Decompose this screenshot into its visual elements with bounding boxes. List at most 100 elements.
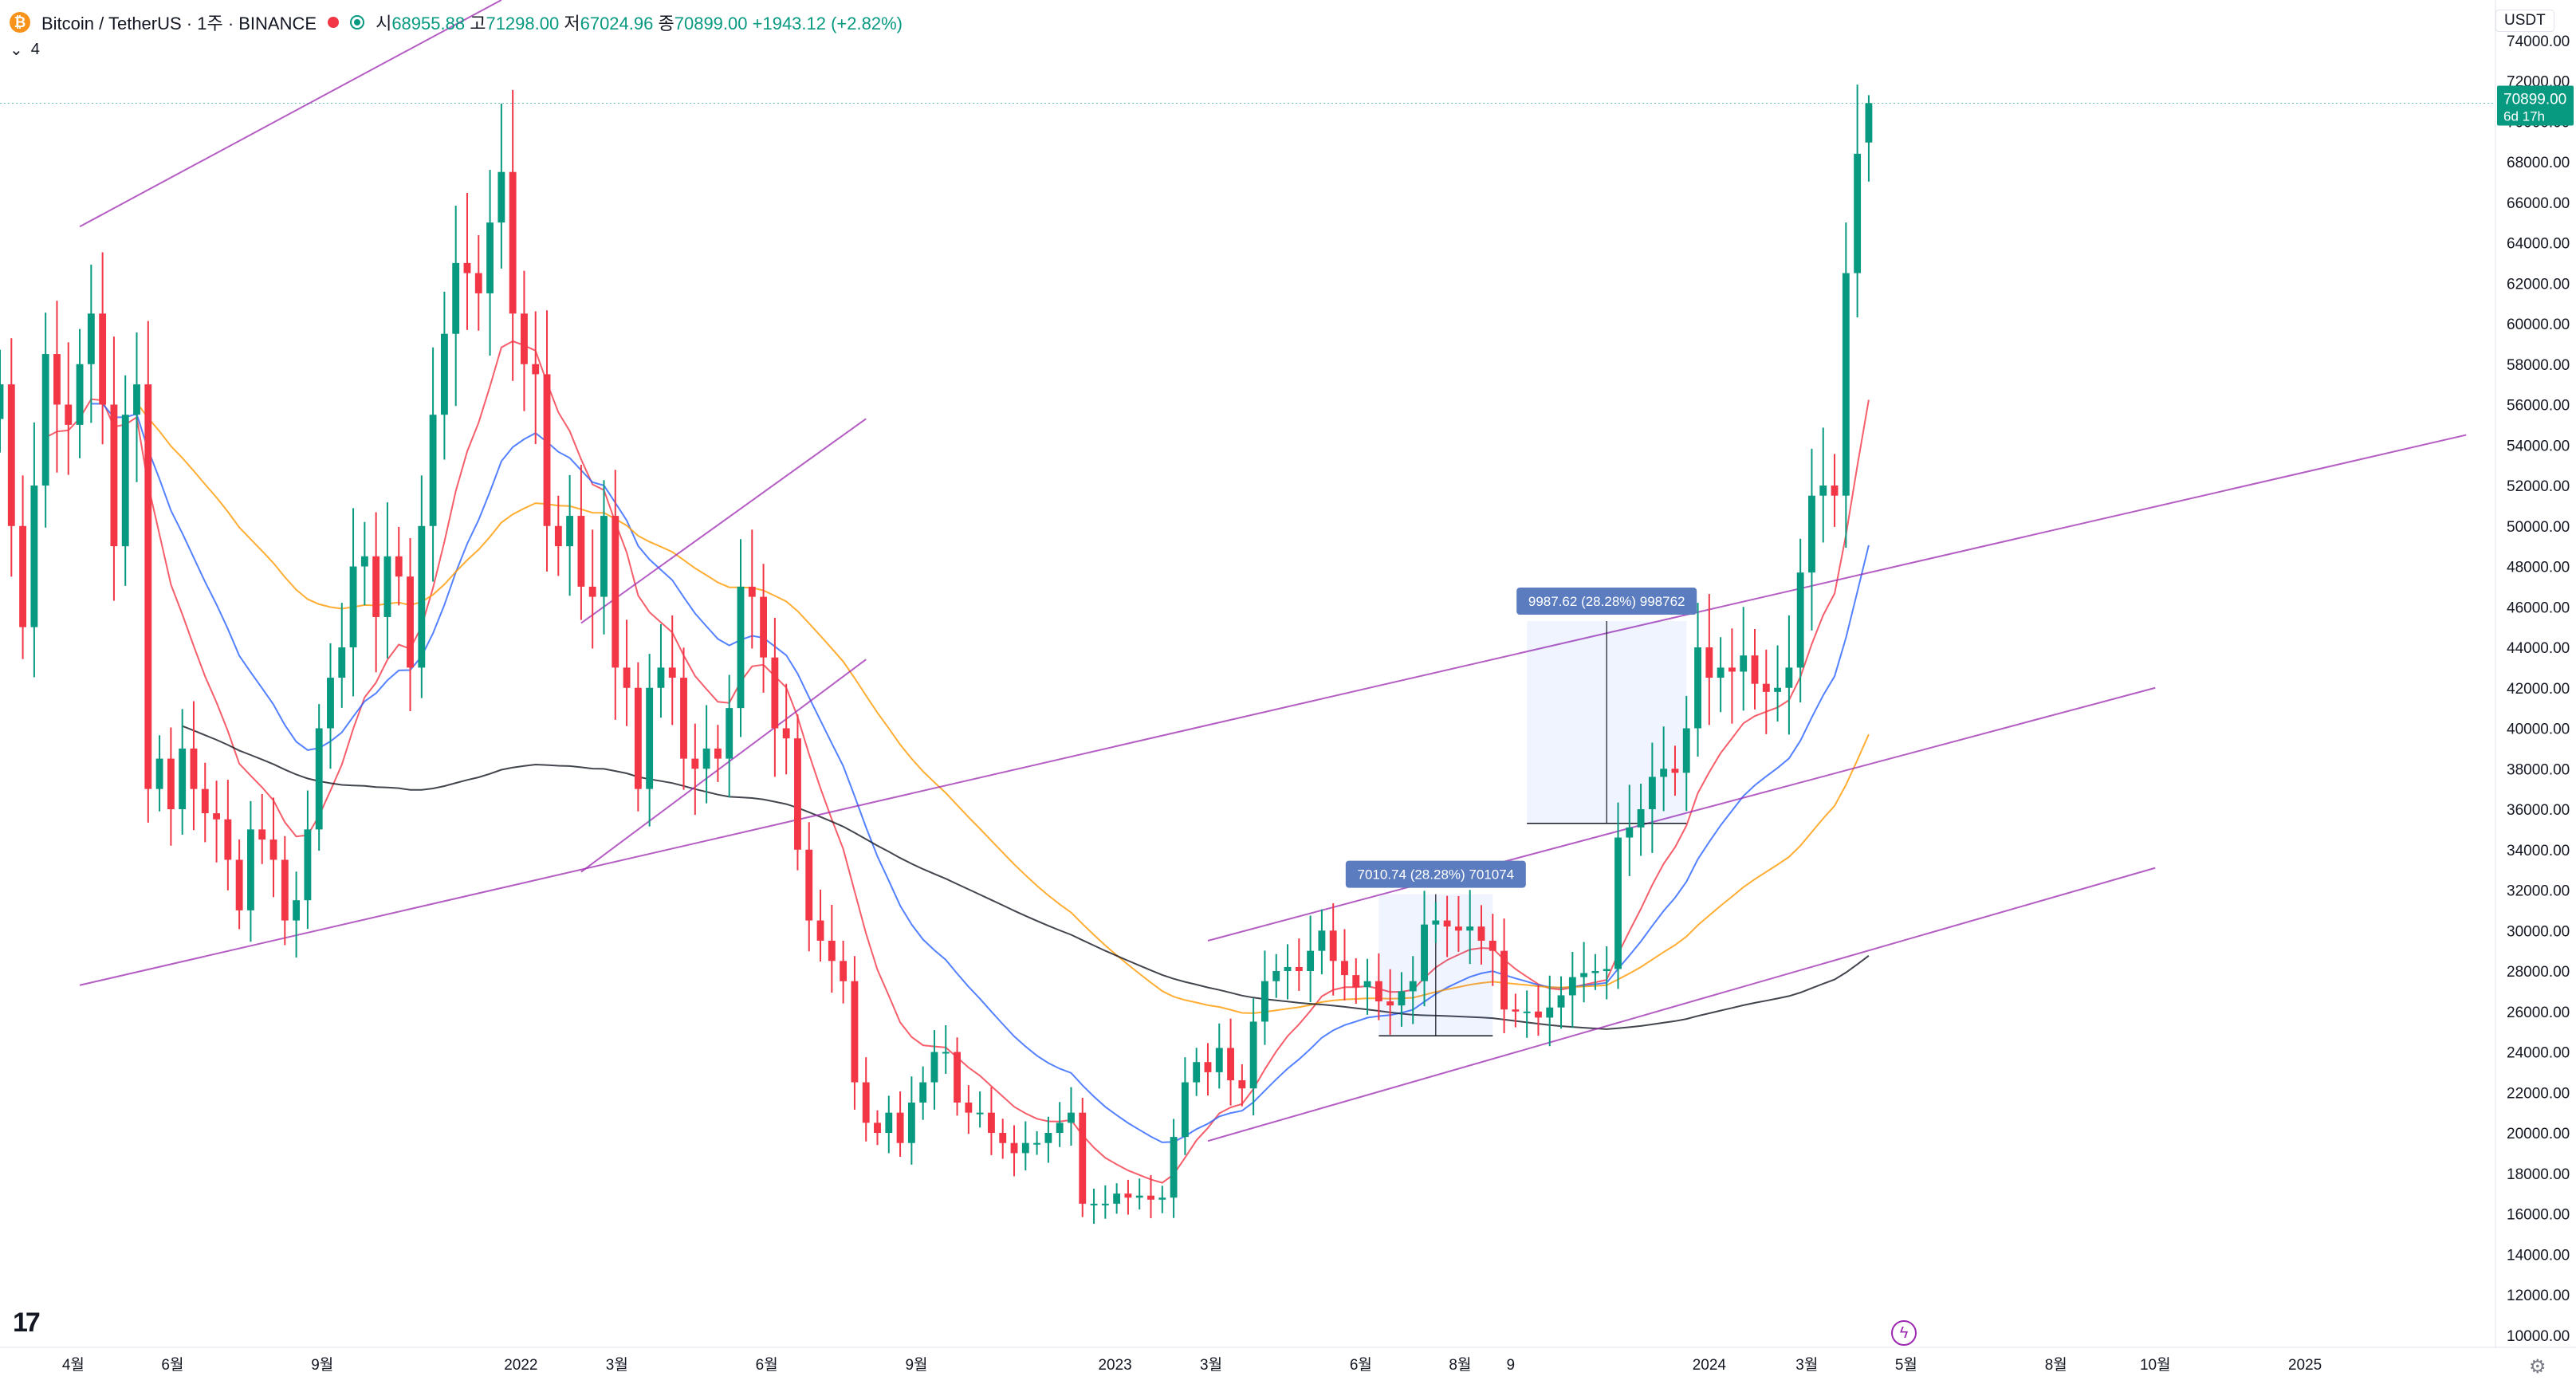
candle-body [816, 920, 824, 941]
symbol-title[interactable]: Bitcoin / TetherUS · 1주 · BINANCE [41, 14, 317, 33]
candle-body [588, 586, 596, 597]
candle-body [919, 1082, 927, 1103]
low-label: 저 [564, 14, 580, 33]
candle-body [1068, 1112, 1075, 1123]
candle-body [1443, 920, 1451, 927]
market-status-icon[interactable] [328, 17, 340, 28]
change-value: +1943.12 (+2.82%) [752, 14, 903, 33]
candle-body [954, 1052, 961, 1103]
candle-body [167, 758, 175, 810]
y-tick-label: 26000.00 [2507, 1005, 2570, 1021]
candle-body [623, 667, 631, 688]
candle-body [349, 566, 357, 648]
candle-body [463, 262, 471, 273]
candle-body [1831, 486, 1839, 496]
x-tick-label: 8월 [1449, 1356, 1471, 1374]
candle-body [612, 516, 619, 668]
candle-body [1409, 981, 1417, 992]
candle-body [1249, 1021, 1257, 1089]
candle-body [418, 525, 426, 668]
candle-body [1865, 103, 1873, 143]
candle-body [395, 556, 403, 577]
open-value: 68955.88 [391, 14, 466, 33]
candle-body [1523, 1011, 1531, 1013]
candle-body [1432, 920, 1440, 925]
candle-body [737, 586, 745, 709]
candle-body [566, 516, 574, 547]
candle-body [987, 1112, 995, 1134]
candle-body [1717, 667, 1725, 678]
y-tick-label: 58000.00 [2507, 357, 2570, 374]
high-label: 고 [470, 14, 486, 33]
candle-body [999, 1133, 1007, 1143]
x-tick-label: 3월 [606, 1356, 628, 1374]
candle-body [179, 748, 187, 810]
x-tick-label: 5월 [1895, 1356, 1917, 1374]
trendline [1207, 867, 2156, 1142]
indicators-toggle[interactable]: ⌄ 4 [10, 40, 40, 60]
candle-body [1193, 1062, 1201, 1083]
candle-body [1489, 940, 1496, 951]
high-value: 71298.00 [486, 14, 560, 33]
candle-body [1021, 1142, 1029, 1154]
y-tick-label: 36000.00 [2507, 802, 2570, 819]
candle-body [258, 829, 266, 840]
price-axis-panel [2495, 0, 2576, 1388]
candle-body [65, 404, 73, 425]
candle-body [1204, 1062, 1212, 1072]
y-tick-label: 46000.00 [2507, 600, 2570, 616]
candle-body [1796, 572, 1804, 668]
candle-body [1785, 667, 1793, 688]
candle-body [1637, 809, 1645, 828]
candle-body [1090, 1203, 1098, 1205]
candle-body [1056, 1123, 1064, 1134]
candle-body [554, 525, 562, 547]
tradingview-logo-icon[interactable]: 17 [13, 1307, 41, 1338]
candle-body [840, 961, 848, 981]
candle-body [1307, 950, 1315, 972]
last-price-label: 70899.00 [2503, 91, 2566, 108]
open-label: 시 [376, 14, 392, 33]
y-tick-label: 20000.00 [2507, 1126, 2570, 1142]
bitcoin-icon: ₿ [10, 12, 30, 33]
candle-body [1477, 926, 1485, 941]
candle-body [748, 586, 756, 597]
candle-body [1614, 837, 1622, 969]
y-tick-label: 22000.00 [2507, 1085, 2570, 1102]
close-label: 종 [658, 14, 674, 33]
y-tick-label: 66000.00 [2507, 195, 2570, 212]
candle-body [1227, 1048, 1234, 1081]
trendline [580, 659, 867, 873]
candle-body [577, 516, 585, 587]
candle-body [794, 738, 801, 850]
y-tick-label: 16000.00 [2507, 1207, 2570, 1224]
candle-body [110, 404, 118, 547]
flash-event-icon[interactable]: ϟ [1891, 1320, 1917, 1346]
indicator-count: 4 [30, 41, 40, 58]
candle-body [1535, 1011, 1542, 1018]
candle-body [1261, 981, 1268, 1022]
candle-body [509, 171, 517, 314]
currency-button[interactable]: USDT [2495, 10, 2554, 32]
candle-body [155, 758, 163, 789]
y-tick-label: 48000.00 [2507, 560, 2570, 576]
candle-body [41, 354, 49, 486]
trendline [79, 434, 2467, 986]
candle-body [1694, 647, 1701, 729]
candle-body [1295, 966, 1303, 972]
live-data-icon[interactable] [350, 15, 365, 29]
candle-body [293, 900, 301, 921]
x-tick-label: 6월 [756, 1356, 778, 1374]
candle-body [1671, 769, 1679, 773]
candle-body [360, 556, 368, 567]
gear-icon[interactable]: ⚙ [2529, 1356, 2547, 1378]
y-tick-label: 42000.00 [2507, 681, 2570, 698]
candle-body [1740, 655, 1748, 672]
candle-body [407, 576, 414, 668]
candle-body [1238, 1080, 1246, 1089]
y-tick-label: 52000.00 [2507, 478, 2570, 495]
price-range-label: 7010.74 (28.28%) 701074 [1358, 867, 1515, 883]
candle-body [1819, 486, 1827, 496]
candle-body [851, 981, 859, 1083]
